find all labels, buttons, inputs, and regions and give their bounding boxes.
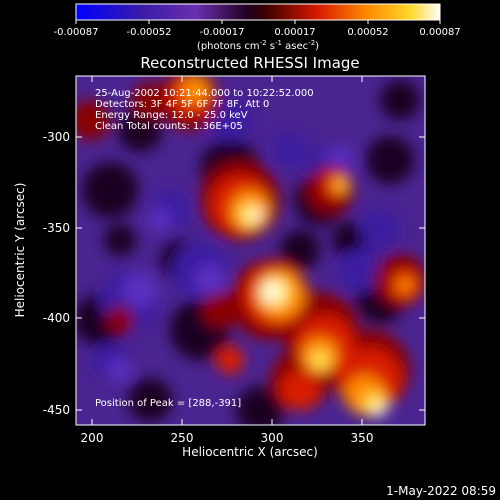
x-axis-ticks: 200 250 300 350 xyxy=(81,76,374,445)
y-tick-label: -350 xyxy=(43,221,70,235)
colorbar-tick-label: -0.00087 xyxy=(54,27,99,38)
colorbar: -0.00087 -0.00052 -0.00017 0.00017 0.00052 0.… xyxy=(54,3,461,52)
y-axis-label: Heliocentric Y (arcsec) xyxy=(13,183,27,318)
colorbar-units: (photons cm-2 s-1 asec-2) xyxy=(197,39,319,52)
footer-timestamp: 1-May-2022 08:59 xyxy=(386,484,496,498)
x-tick-label: 300 xyxy=(261,431,284,445)
y-axis-ticks: -300 -350 -400 -450 xyxy=(43,130,425,417)
x-axis-label: Heliocentric X (arcsec) xyxy=(182,445,318,459)
info-line: Energy Range: 12.0 - 25.0 keV xyxy=(95,110,248,121)
x-tick-label: 200 xyxy=(81,431,104,445)
colorbar-tick-labels: -0.00087 -0.00052 -0.00017 0.00017 0.00052 0.… xyxy=(54,27,461,38)
plot-frame xyxy=(75,75,426,426)
info-line: Detectors: 3F 4F 5F 6F 7F 8F, Att 0 xyxy=(95,99,269,110)
plot-title: Reconstructed RHESSI Image xyxy=(140,54,359,72)
y-tick-label: -450 xyxy=(43,403,70,417)
colorbar-ticks xyxy=(75,20,441,24)
colorbar-tick-label: 0.00052 xyxy=(347,27,388,38)
colorbar-tick-label: 0.00087 xyxy=(419,27,460,38)
solar-image xyxy=(76,76,425,425)
y-tick-label: -400 xyxy=(43,311,70,325)
y-tick-label: -300 xyxy=(43,130,70,144)
info-annotation: 25-Aug-2002 10:21:44.000 to 10:22:52.000… xyxy=(95,88,314,132)
colorbar-tick-label: 0.00017 xyxy=(274,27,315,38)
colorbar-tick-label: -0.00017 xyxy=(200,27,245,38)
x-tick-label: 250 xyxy=(171,431,194,445)
info-line: Clean Total counts: 1.36E+05 xyxy=(95,121,243,132)
peak-position-label: Position of Peak = [288,-391] xyxy=(95,398,241,409)
x-tick-label: 350 xyxy=(351,431,374,445)
colorbar-tick-label: -0.00052 xyxy=(127,27,172,38)
info-line: 25-Aug-2002 10:21:44.000 to 10:22:52.000 xyxy=(95,88,314,99)
colorbar-gradient xyxy=(75,3,441,21)
